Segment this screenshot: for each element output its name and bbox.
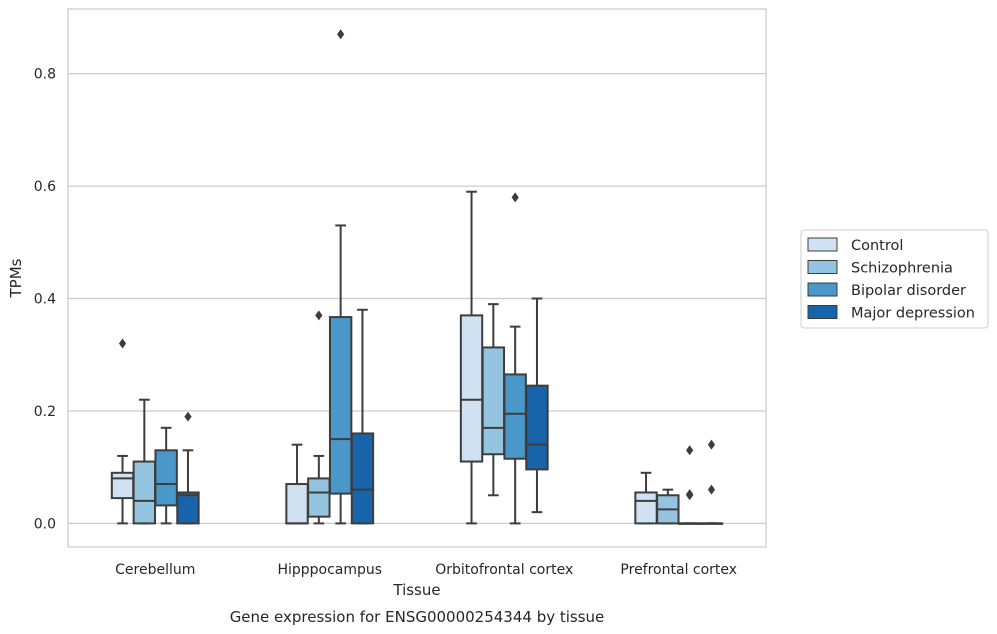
- box-group: [176, 411, 200, 525]
- x-tick-labels: Cerebellum Hipppocampus Orbitofrontal cort…: [115, 562, 737, 578]
- box: [525, 384, 549, 471]
- box: [154, 449, 178, 507]
- box: [459, 314, 484, 463]
- outlier-point: [337, 29, 345, 40]
- box: [307, 477, 331, 518]
- outlier-point: [707, 484, 716, 495]
- y-tick-label: 0.4: [34, 292, 56, 308]
- outlier-point: [707, 439, 716, 450]
- legend-swatch: [807, 282, 838, 297]
- legend: Control Schizophrenia Bipolar disorder Majo…: [800, 229, 989, 329]
- legend-frame: [800, 229, 989, 329]
- x-tick-label: Cerebellum: [115, 562, 195, 578]
- y-tick-label: 0.6: [34, 179, 56, 195]
- x-tick-label: Orbitofrontal cortex: [435, 562, 573, 578]
- box-group: [656, 488, 680, 525]
- plot-area-background: [68, 9, 766, 547]
- outlier-point: [184, 411, 192, 422]
- y-tick-label: 0.0: [34, 516, 56, 532]
- legend-label: Bipolar disorder: [851, 283, 966, 299]
- legend-swatch: [807, 260, 838, 274]
- figure-caption: Gene expression for ENSG00000254344 by t…: [230, 608, 605, 626]
- outlier-point: [315, 310, 323, 321]
- box-group: [110, 338, 135, 525]
- box-series: [110, 29, 724, 525]
- outlier-point: [118, 338, 127, 349]
- outlier-point: [686, 489, 694, 500]
- y-tick-label: 0.2: [34, 404, 56, 420]
- legend-swatch: [807, 305, 838, 319]
- outlier-point: [511, 192, 519, 203]
- box-group: [132, 398, 157, 525]
- box-group: [328, 29, 353, 525]
- plot-frame: [67, 8, 767, 548]
- box: [285, 483, 309, 525]
- box-group: [699, 439, 724, 525]
- legend-label: Control: [851, 238, 903, 254]
- y-axis-title: TPMs: [7, 258, 25, 298]
- box-group: [525, 297, 549, 514]
- box: [328, 316, 353, 495]
- box: [481, 346, 506, 456]
- box: [176, 491, 200, 525]
- box-group: [154, 426, 178, 525]
- legend-swatch: [807, 237, 838, 252]
- y-tick-label: 0.8: [34, 67, 56, 83]
- x-axis-title: Tissue: [392, 581, 440, 599]
- box-group: [503, 192, 527, 525]
- box-group: [677, 445, 702, 525]
- x-tick-label: Prefrontal cortex: [620, 562, 737, 578]
- box: [634, 491, 658, 525]
- outlier-point: [686, 445, 694, 456]
- box-group: [307, 310, 331, 525]
- box: [350, 432, 375, 525]
- box: [132, 460, 157, 525]
- x-tick-label: Hipppocampus: [277, 562, 382, 578]
- box: [503, 373, 527, 460]
- y-tick-labels: 0.0 0.2 0.4 0.6 0.8: [34, 67, 56, 533]
- legend-label: Schizophrenia: [851, 261, 953, 277]
- box-group: [350, 308, 375, 525]
- box: [110, 471, 135, 500]
- legend-label: Major depression: [851, 306, 975, 322]
